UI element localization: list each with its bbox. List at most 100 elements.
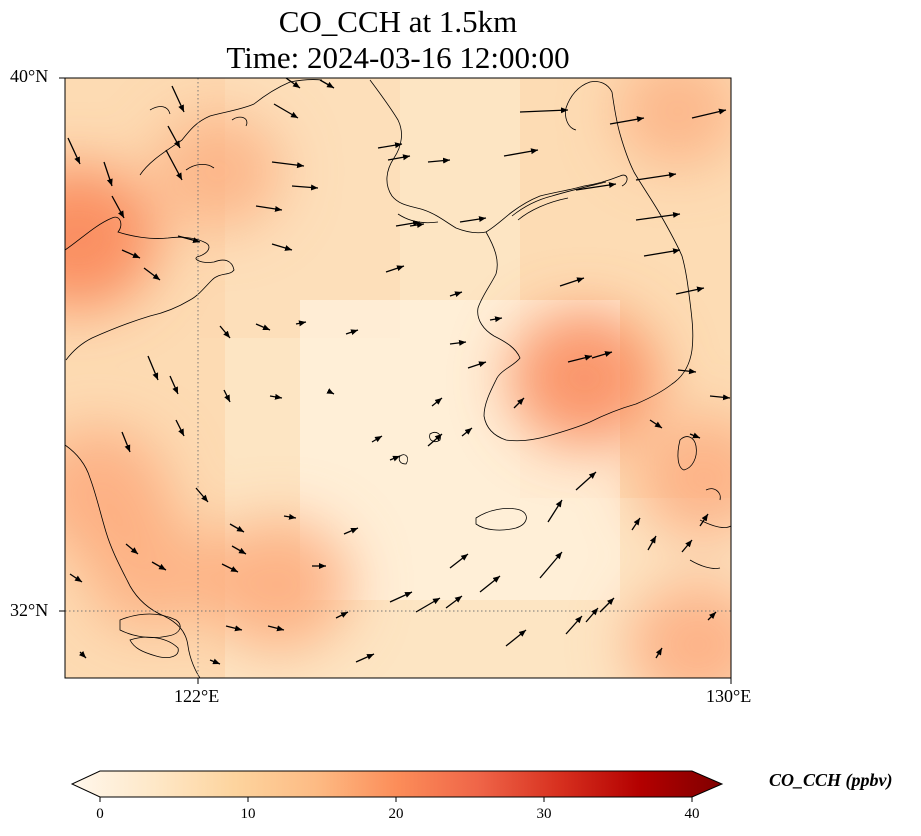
- hotspot: [635, 416, 731, 540]
- wind-arrow: [567, 354, 593, 363]
- colorbar-tick-label: 20: [388, 806, 404, 822]
- hotspot: [65, 166, 158, 310]
- wind-arrow: [231, 545, 247, 555]
- wind-arrow: [67, 137, 81, 165]
- wind-arrow: [121, 249, 141, 259]
- wind-arrow: [677, 368, 697, 375]
- wind-arrow: [225, 625, 243, 632]
- wind-arrow: [69, 573, 83, 583]
- wind-arrow: [709, 394, 731, 401]
- wind-arrow: [449, 553, 469, 569]
- wind-arrow: [479, 575, 501, 593]
- wind-arrow: [326, 388, 335, 395]
- wind-arrow: [267, 625, 285, 632]
- wind-arrow: [655, 647, 663, 659]
- wind-arrow: [505, 629, 527, 647]
- wind-arrow: [103, 161, 113, 187]
- wind-arrow: [169, 375, 179, 395]
- wind-arrow: [283, 513, 297, 520]
- wind-arrow: [221, 563, 239, 573]
- wind-arrow: [151, 561, 167, 571]
- wind-arrow: [643, 248, 681, 257]
- lon-tick-label: 130°E: [706, 686, 752, 706]
- colorbar-ticks: [99, 797, 693, 802]
- map-frame: [64, 77, 732, 679]
- wind-arrow: [255, 205, 283, 212]
- wind-arrow: [223, 389, 231, 403]
- wind-arrow: [415, 597, 441, 613]
- wind-arrow: [409, 222, 425, 228]
- wind-arrow: [111, 195, 125, 219]
- axis-ticks: [59, 77, 732, 684]
- wind-arrow: [461, 427, 473, 437]
- wind-arrow: [355, 653, 375, 663]
- wind-arrow: [78, 650, 87, 659]
- map-title: CO_CCH at 1.5km: [278, 4, 518, 39]
- gridlines: [65, 78, 731, 678]
- wind-arrow: [175, 419, 185, 437]
- wind-arrow: [273, 103, 299, 119]
- wind-arrow: [427, 433, 443, 447]
- wind-arrow: [449, 291, 463, 298]
- wind-arrow: [427, 157, 451, 164]
- wind-arrow: [431, 397, 443, 407]
- wind-arrow: [591, 351, 613, 359]
- wind-arrow: [167, 125, 181, 149]
- wind-arrow: [445, 595, 463, 609]
- wind-arrow: [609, 116, 645, 125]
- wind-arrow: [565, 615, 583, 635]
- wind-arrow: [449, 339, 467, 346]
- wind-arrow: [575, 182, 617, 191]
- wind-arrow: [519, 107, 569, 114]
- wind-arrow: [559, 277, 585, 287]
- wind-arrow: [291, 184, 319, 191]
- wind-arrow: [395, 220, 421, 227]
- colorbar-tick-label: 40: [684, 806, 700, 822]
- wind-arrow: [271, 243, 293, 251]
- wind-arrow: [635, 172, 677, 181]
- wind-arrow: [121, 431, 131, 453]
- wind-arrow: [699, 513, 709, 527]
- wind-arrow: [631, 517, 641, 531]
- wind-arrow: [177, 235, 201, 244]
- wind-arrow: [255, 323, 271, 331]
- wind-arrow: [269, 393, 283, 400]
- hotspot: [85, 511, 218, 632]
- lat-tick-label: 32°N: [10, 600, 49, 620]
- wind-arrow: [345, 329, 359, 336]
- lat-tick-label: 40°N: [10, 66, 49, 86]
- wind-arrow: [171, 85, 185, 113]
- wind-arrow: [125, 543, 139, 555]
- wind-arrow: [377, 142, 403, 149]
- colorbar-tick-label: 10: [240, 806, 256, 822]
- wind-arrow: [585, 607, 599, 623]
- lon-tick-label: 122°E: [174, 686, 220, 706]
- wind-arrow: [389, 455, 401, 462]
- hotspot: [509, 310, 660, 446]
- wind-arrow: [385, 265, 405, 273]
- map-subtitle-time: Time: 2024-03-16 12:00:00: [226, 40, 570, 75]
- wind-arrow: [467, 361, 487, 369]
- wind-arrow: [691, 108, 727, 119]
- wind-arrow: [371, 435, 383, 443]
- wind-arrow: [539, 551, 563, 579]
- wind-arrow: [503, 148, 539, 157]
- wind-arrow: [219, 325, 231, 339]
- wind-arrow: [513, 397, 525, 409]
- wind-arrow: [707, 611, 717, 621]
- wind-arrow: [343, 527, 359, 535]
- wind-arrow: [143, 267, 161, 281]
- hotspot: [626, 580, 731, 678]
- wind-arrow: [635, 211, 681, 221]
- wind-arrow: [335, 611, 349, 619]
- colorbar-tick-label: 30: [536, 806, 552, 822]
- wind-arrow: [647, 535, 657, 551]
- wind-arrow: [547, 499, 563, 523]
- wind-arrow: [387, 154, 411, 161]
- wind-arrow: [575, 471, 597, 491]
- wind-arrow: [459, 216, 487, 223]
- colorbar-bar: [70, 770, 724, 798]
- wind-arrow: [295, 320, 307, 327]
